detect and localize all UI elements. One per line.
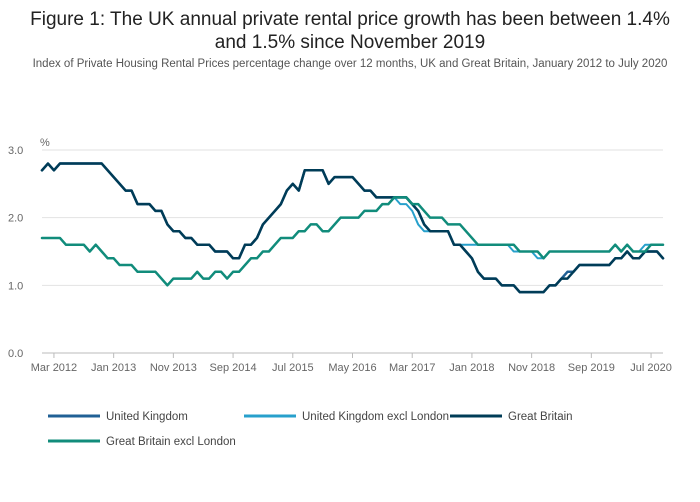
x-tick-label: Jan 2018	[449, 362, 494, 374]
y-tick-label: 1.0	[8, 280, 23, 292]
series-line-united-kingdom	[40, 162, 665, 294]
x-tick-label: Sep 2014	[210, 362, 257, 374]
y-tick-label: 3.0	[8, 145, 23, 157]
x-tick-label: Mar 2017	[389, 362, 435, 374]
chart-subtitle: Index of Private Housing Rental Prices p…	[32, 58, 668, 70]
x-tick-label: May 2016	[328, 362, 376, 374]
y-tick-label: 0.0	[8, 348, 23, 360]
legend-label-united-kingdom[interactable]: United Kingdom	[106, 411, 188, 423]
x-tick-label: Nov 2018	[508, 362, 555, 374]
x-tick-label: Sep 2019	[568, 362, 615, 374]
x-tick-label: Jan 2013	[91, 362, 136, 374]
legend-label-great-britain[interactable]: Great Britain	[508, 411, 573, 423]
y-axis-label: %	[40, 137, 50, 149]
chart-title: Figure 1: The UK annual private rental p…	[30, 9, 670, 53]
series-line-great-britain-excl-london	[40, 196, 665, 287]
legend-label-united-kingdom-excl-london[interactable]: United Kingdom excl London	[302, 411, 449, 423]
x-tick-label: Mar 2012	[31, 362, 77, 374]
series-lines	[40, 162, 665, 294]
x-tick-label: Nov 2013	[150, 362, 197, 374]
y-tick-label: 2.0	[8, 213, 23, 225]
x-tick-label: Jul 2020	[630, 362, 672, 374]
series-line-great-britain	[40, 162, 665, 294]
legend: United Kingdom United Kingdom excl London…	[48, 411, 573, 448]
x-tick-label: Jul 2015	[272, 362, 314, 374]
legend-label-great-britain-excl-london[interactable]: Great Britain excl London	[106, 436, 236, 448]
axes: 0.0 1.0 2.0 3.0% Mar 2012 Jan 2013 Nov 2013 Sep…	[8, 137, 672, 374]
